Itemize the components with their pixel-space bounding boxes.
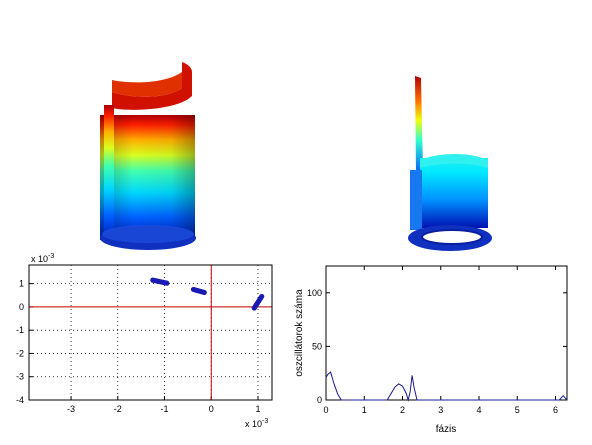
phase-scatter-plot: x 10-3 x 10-3 -3 -2 -1 0 1 1 0 -1 -2 -3 -4 — [16, 253, 273, 429]
y-axis-label: oszcillátorok száma — [294, 289, 305, 377]
y-tick-label: 50 — [312, 341, 322, 351]
x-exponent-label: x 10-3 — [245, 418, 268, 429]
plot-frame — [28, 264, 273, 401]
x-axis-label: fázis — [436, 424, 457, 435]
x-tick-label: 1 — [362, 405, 367, 415]
phase-histogram-plot: fázis oszcillátorok száma 0 1 2 3 4 5 6 0 50 100 — [294, 265, 568, 435]
scatter-point — [259, 293, 265, 300]
y-exponent-label: x 10-3 — [31, 253, 54, 264]
x-tick-label: 5 — [515, 405, 520, 415]
x-tick-label: 0 — [323, 405, 328, 415]
x-tick-label: 4 — [477, 405, 482, 415]
x-tick-label: 6 — [553, 405, 558, 415]
x-tick-label: -2 — [114, 404, 122, 414]
plot-frame — [325, 265, 568, 401]
surface-plot-left — [100, 62, 196, 250]
y-tick-label: -4 — [16, 395, 24, 405]
scatter-point — [164, 280, 170, 286]
y-tick-label: -2 — [16, 348, 24, 358]
y-tick-label: -3 — [16, 372, 24, 382]
x-tick-label: 3 — [438, 405, 443, 415]
y-tick-label: -1 — [16, 325, 24, 335]
spike-wall — [415, 76, 423, 175]
x-tick-label: 0 — [209, 404, 214, 414]
scatter-point — [201, 289, 207, 296]
x-tick-label: 2 — [400, 405, 405, 415]
plot-area — [29, 265, 272, 400]
y-tick-label: 0 — [19, 302, 24, 312]
y-tick-label: 0 — [317, 395, 322, 405]
y-tick-label: 100 — [307, 288, 322, 298]
cylinder-top-wall — [112, 62, 192, 110]
histogram-line — [325, 371, 568, 402]
x-tick-label: -3 — [67, 404, 75, 414]
x-tick-label: -1 — [161, 404, 169, 414]
surface-plot-right — [408, 76, 492, 251]
x-tick-label: 1 — [255, 404, 260, 414]
ring-wall — [420, 158, 488, 228]
y-tick-label: 1 — [19, 279, 24, 289]
